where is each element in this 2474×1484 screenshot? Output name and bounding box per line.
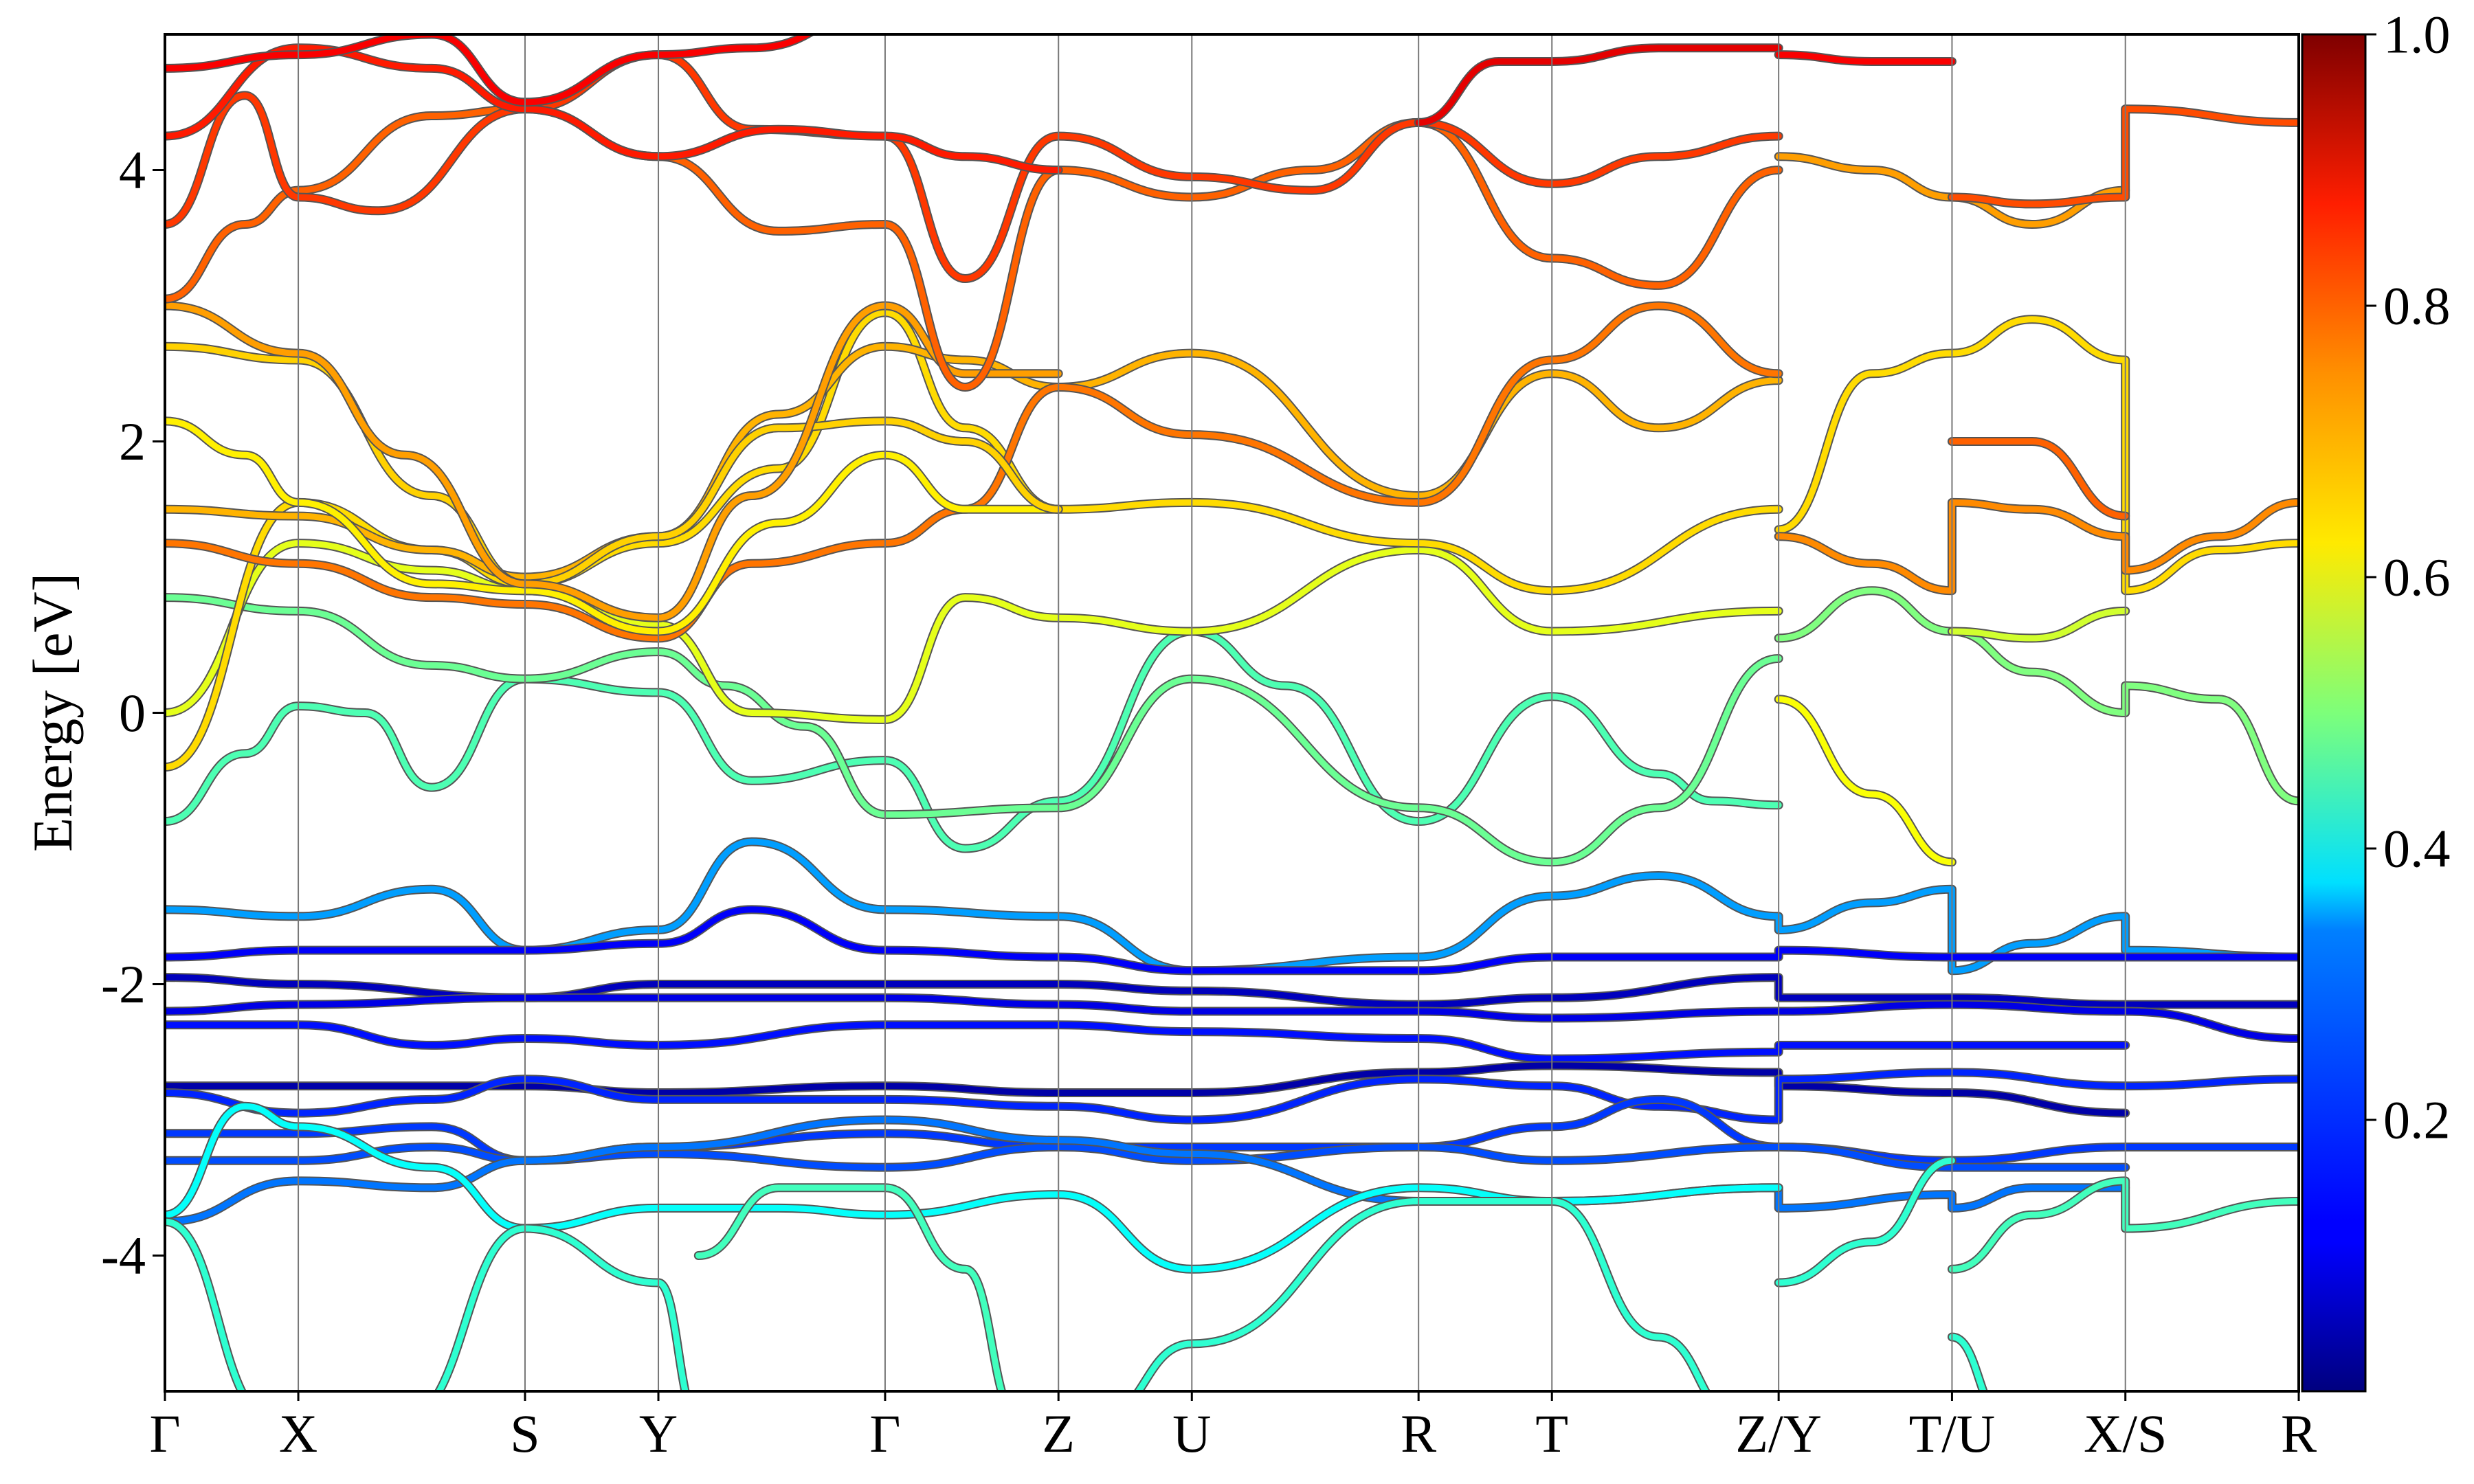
x-tick-label-3: Y xyxy=(639,1404,678,1463)
band-8 xyxy=(165,302,1062,621)
band-2 xyxy=(165,540,1782,723)
cb-tick-label-4: 1.0 xyxy=(2383,5,2451,65)
cb-tick-label-1: 0.4 xyxy=(2383,819,2451,879)
band-16 xyxy=(1775,316,2299,594)
band-10 xyxy=(165,52,1782,282)
band-30 xyxy=(165,1096,2299,1164)
x-tick-label-0: Γ xyxy=(149,1404,180,1463)
y-tick-label-1: -2 xyxy=(101,954,146,1014)
band-14 xyxy=(1775,696,1955,866)
band-34 xyxy=(165,1218,245,1391)
bands-layer xyxy=(165,34,2299,1391)
band-17 xyxy=(1775,499,2299,594)
x-tick-label-4: Γ xyxy=(869,1404,900,1463)
x-tick-label-1: X xyxy=(279,1404,317,1463)
x-tick-label-2: S xyxy=(510,1404,539,1463)
band-15-outline xyxy=(1774,586,2299,806)
band-19 xyxy=(1948,607,2129,642)
x-tick-label-12: R xyxy=(2281,1404,2317,1463)
y-tick-label-3: 2 xyxy=(119,412,146,471)
y-tick-label-4: 4 xyxy=(119,140,146,200)
x-tick-label-7: R xyxy=(1401,1404,1436,1463)
band-11 xyxy=(165,45,1062,173)
band-35 xyxy=(435,1225,689,1391)
x-tick-label-9: Z/Y xyxy=(1735,1404,1822,1463)
band-32 xyxy=(165,1116,2129,1225)
band-0 xyxy=(165,628,1782,852)
y-tick-label-2: 0 xyxy=(119,683,146,743)
band-1-outline xyxy=(165,593,1783,867)
band-15 xyxy=(1775,587,2299,805)
band-36 xyxy=(695,1184,1005,1391)
band-14-outline xyxy=(1774,695,1957,867)
band-37 xyxy=(1135,1198,1709,1391)
y-tick-label-0: -4 xyxy=(101,1226,146,1285)
colorbar-ticks: 0.2 0.4 0.6 0.8 1.0 xyxy=(2365,5,2451,1150)
band-6 xyxy=(165,418,1062,635)
x-tick-label-10: T/U xyxy=(1909,1404,1996,1463)
band-28 xyxy=(165,1062,2129,1116)
y-axis-title: Energy [eV] xyxy=(21,573,84,852)
band-24 xyxy=(165,906,2299,974)
band-39 xyxy=(1948,1178,2299,1272)
x-axis: Γ X S Y Γ Z U R T Z/Y T/U X/S R xyxy=(149,1391,2317,1463)
band-9 xyxy=(165,106,1782,390)
x-tick-label-8: T xyxy=(1535,1404,1568,1463)
band-4 xyxy=(165,343,1782,581)
y-axis: -4 -2 0 2 4 xyxy=(101,140,165,1285)
band-1 xyxy=(165,594,1782,866)
band-21 xyxy=(1948,106,2299,207)
colorbar xyxy=(2301,33,2367,1393)
x-tick-label-6: U xyxy=(1172,1404,1211,1463)
high-symmetry-lines xyxy=(298,34,2126,1391)
cb-tick-label-2: 0.6 xyxy=(2383,548,2451,607)
band-29 xyxy=(165,1069,2299,1123)
band-33 xyxy=(165,1103,1782,1272)
band-36-outline xyxy=(693,1183,1007,1391)
band-24-outline xyxy=(165,905,2299,976)
band-38 xyxy=(1775,1157,1955,1286)
x-tick-label-5: Z xyxy=(1042,1404,1075,1463)
cb-tick-label-3: 0.8 xyxy=(2383,276,2451,336)
band-18 xyxy=(1948,438,2129,519)
cb-tick-label-0: 0.2 xyxy=(2383,1090,2451,1150)
band-9-outline xyxy=(165,104,1783,392)
band-40 xyxy=(1948,1334,1987,1391)
band-13 xyxy=(1415,45,1782,126)
band-22 xyxy=(1775,52,1955,65)
x-tick-label-11: X/S xyxy=(2084,1404,2167,1463)
band-10-outline xyxy=(165,50,1783,283)
